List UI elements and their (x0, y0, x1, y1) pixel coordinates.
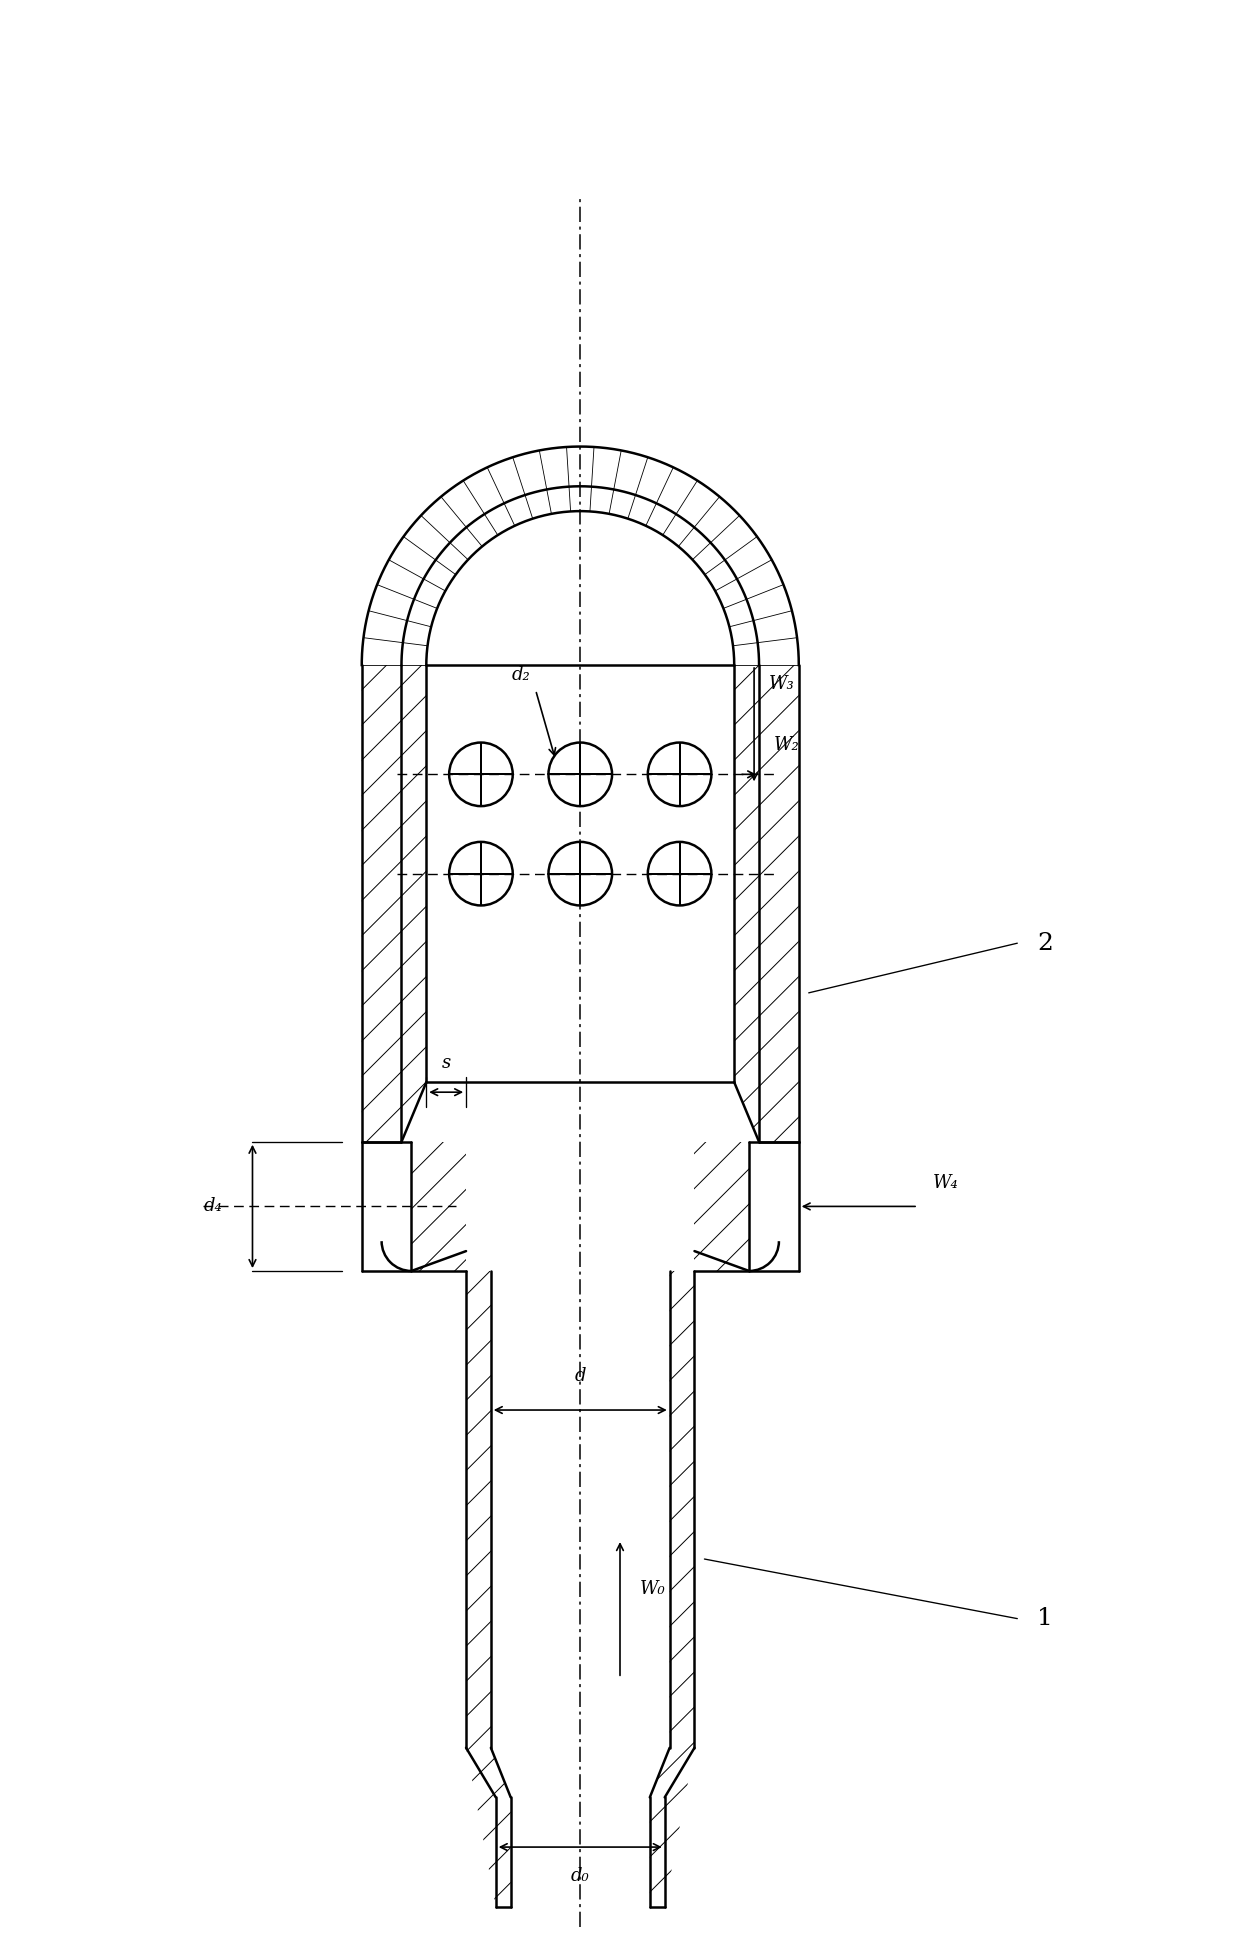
Text: W₀: W₀ (640, 1580, 666, 1597)
Text: W₄: W₄ (932, 1174, 959, 1191)
Text: d₄: d₄ (203, 1197, 222, 1216)
Text: d: d (574, 1368, 587, 1385)
Text: d₀: d₀ (570, 1867, 590, 1885)
Text: 1: 1 (1037, 1607, 1053, 1630)
Text: W₂: W₂ (774, 736, 800, 754)
Text: d₂: d₂ (512, 666, 531, 684)
Text: 2: 2 (1037, 933, 1053, 954)
Text: s: s (441, 1055, 451, 1073)
Text: W₃: W₃ (769, 674, 795, 694)
